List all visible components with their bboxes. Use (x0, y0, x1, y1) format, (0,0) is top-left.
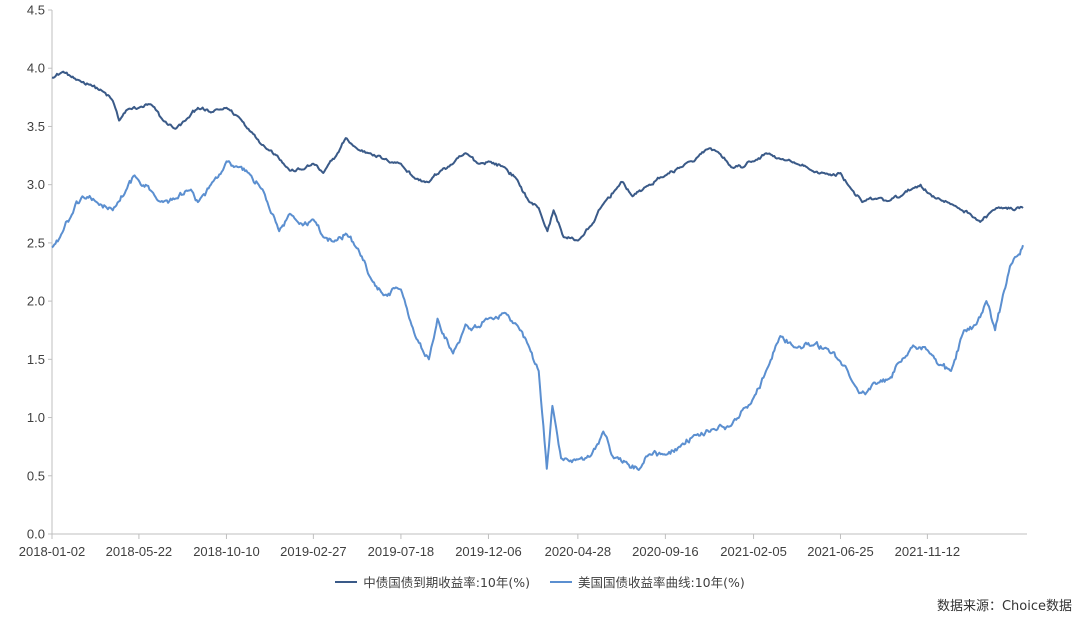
y-tick-label: 2.5 (27, 235, 45, 250)
x-tick-label: 2019-07-18 (368, 544, 435, 559)
y-tick-label: 0.5 (27, 468, 45, 483)
y-tick-label: 3.0 (27, 177, 45, 192)
legend-label-us: 美国国债收益率曲线:10年(%) (577, 575, 745, 591)
x-tick-label: 2020-09-16 (632, 544, 699, 559)
y-tick-label: 0.0 (27, 527, 45, 542)
y-tick-label: 1.0 (27, 410, 45, 425)
legend-swatch-us (549, 580, 572, 583)
x-tick-label: 2021-02-05 (720, 544, 787, 559)
x-tick-label: 2021-11-12 (895, 544, 961, 559)
y-tick-label: 2.0 (27, 294, 45, 309)
legend-swatch-cn (335, 580, 358, 583)
x-tick-label: 2019-02-27 (280, 544, 347, 559)
source-note: 数据来源：Choice数据 (936, 599, 1072, 614)
y-tick-label: 4.0 (27, 61, 45, 76)
x-tick-label: 2018-10-10 (193, 544, 260, 559)
legend-item-us: 美国国债收益率曲线:10年(%) (549, 572, 745, 591)
x-tick-label: 2018-05-22 (106, 544, 173, 559)
series-line-us-10y (51, 160, 1024, 471)
y-tick-label: 1.5 (27, 352, 45, 367)
series-line-cn-10y (51, 70, 1024, 242)
legend-label-cn: 中债国债到期收益率:10年(%) (363, 575, 530, 591)
x-tick-label: 2020-04-28 (545, 544, 612, 559)
legend-item-cn: 中债国债到期收益率:10年(%) (335, 572, 530, 591)
y-tick-label: 3.5 (27, 119, 45, 134)
legend: 中债国债到期收益率:10年(%) 美国国债收益率曲线:10年(%) (0, 571, 1080, 591)
x-tick-label: 2021-06-25 (807, 544, 874, 559)
y-tick-label: 4.5 (27, 3, 45, 18)
line-chart: 0.0 0.5 1.0 1.5 2.0 2.5 3.0 3.5 4.0 4.5 2018-01-02… (19, 3, 1027, 559)
x-tick-label: 2019-12-06 (455, 544, 522, 559)
x-tick-label: 2018-01-02 (19, 544, 86, 559)
